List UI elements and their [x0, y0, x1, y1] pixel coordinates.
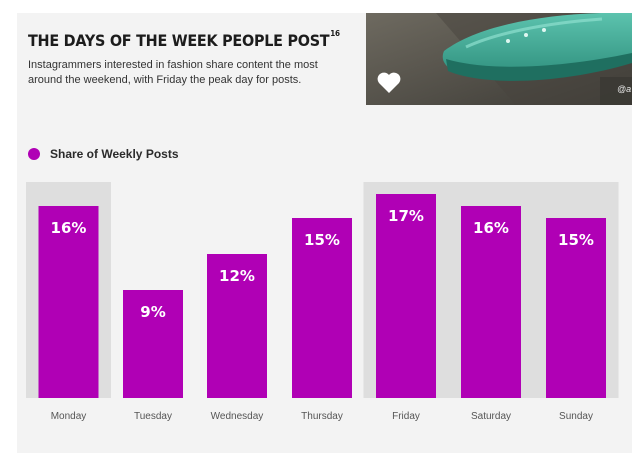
chart-subtitle: Instagrammers interested in fashion shar… [28, 59, 318, 86]
x-tick-label: Wednesday [211, 411, 264, 422]
bar-monday [38, 206, 99, 398]
chart-legend: Share of Weekly Posts [28, 147, 179, 161]
legend-swatch [28, 148, 40, 160]
header-photo: @a [366, 13, 632, 105]
bar-value-label: 9% [140, 303, 165, 321]
heart-icon[interactable] [377, 72, 401, 93]
bar-value-label: 16% [473, 219, 509, 237]
bar-value-label: 15% [304, 231, 340, 249]
bar-value-label: 15% [558, 231, 594, 249]
bar-sunday [546, 218, 606, 398]
x-tick-label: Monday [51, 411, 87, 422]
sneaker-photo: @a [366, 13, 632, 105]
photo-caption: @a [617, 84, 631, 94]
bar-thursday [292, 218, 352, 398]
bar-tuesday [123, 290, 183, 398]
x-tick-label: Saturday [471, 411, 511, 422]
bar-wednesday [207, 254, 267, 398]
chart-title: THE DAYS OF THE WEEK PEOPLE POST16 [28, 29, 340, 50]
chart-title-text: THE DAYS OF THE WEEK PEOPLE POST [28, 31, 330, 50]
x-tick-label: Thursday [301, 411, 343, 422]
x-tick-label: Sunday [559, 411, 593, 422]
bar-value-label: 12% [219, 267, 255, 285]
x-tick-label: Friday [392, 411, 420, 422]
bar-friday [376, 194, 436, 398]
title-footnote-marker: 16 [330, 29, 340, 38]
x-tick-label: Tuesday [134, 411, 172, 422]
bar-value-label: 17% [388, 207, 424, 225]
bar-saturday [461, 206, 521, 398]
bar-value-label: 16% [51, 219, 87, 237]
legend-label: Share of Weekly Posts [50, 147, 179, 161]
